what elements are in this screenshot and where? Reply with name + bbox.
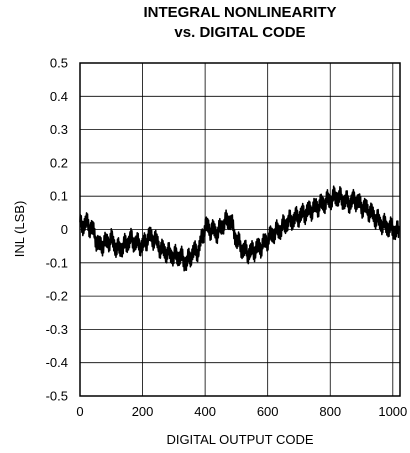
y-tick-label: -0.4 bbox=[46, 355, 68, 370]
y-tick-label: 0.1 bbox=[50, 189, 68, 204]
y-tick-label: 0 bbox=[61, 222, 68, 237]
chart-title-line-1: INTEGRAL NONLINEARITY bbox=[143, 4, 336, 21]
x-tick-label: 200 bbox=[132, 404, 154, 419]
x-tick-label: 1000 bbox=[378, 404, 407, 419]
y-tick-labels: 0.5 0.4 0.3 0.2 0.1 0 -0.1 -0.2 -0.3 -0.4 -0.5 bbox=[46, 56, 68, 404]
inl-series-line-0 bbox=[79, 185, 400, 272]
grid bbox=[80, 63, 400, 396]
y-tick-label: 0.5 bbox=[50, 56, 68, 71]
y-tick-label: -0.5 bbox=[46, 389, 68, 404]
y-tick-label: 0.3 bbox=[50, 122, 68, 137]
x-tick-label: 0 bbox=[76, 404, 83, 419]
y-tick-label: -0.2 bbox=[46, 289, 68, 304]
y-tick-label: 0.4 bbox=[50, 89, 68, 104]
y-tick-label: 0.2 bbox=[50, 155, 68, 170]
chart-title-line-2: vs. DIGITAL CODE bbox=[174, 24, 305, 41]
x-tick-label: 400 bbox=[194, 404, 216, 419]
y-tick-label: -0.1 bbox=[46, 255, 68, 270]
y-tick-label: -0.3 bbox=[46, 322, 68, 337]
series-layer bbox=[79, 185, 400, 272]
x-tick-label: 800 bbox=[319, 404, 341, 419]
x-axis-label: DIGITAL OUTPUT CODE bbox=[166, 432, 313, 447]
plot-frame bbox=[79, 62, 401, 397]
x-tick-label: 600 bbox=[257, 404, 279, 419]
y-axis-label: INL (LSB) bbox=[12, 201, 27, 258]
x-tick-labels: 0 200 400 600 800 1000 bbox=[76, 404, 407, 419]
